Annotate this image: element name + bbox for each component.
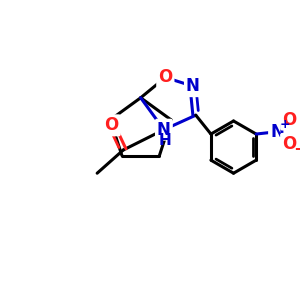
Text: N: N — [157, 121, 171, 139]
Text: O: O — [158, 68, 172, 86]
Text: H: H — [158, 133, 171, 148]
Text: N: N — [186, 77, 200, 95]
Text: N: N — [270, 123, 284, 141]
Text: O: O — [282, 135, 296, 153]
Text: +: + — [280, 118, 290, 131]
Text: O: O — [104, 116, 119, 134]
Text: O: O — [282, 110, 296, 128]
Text: -: - — [294, 141, 300, 156]
